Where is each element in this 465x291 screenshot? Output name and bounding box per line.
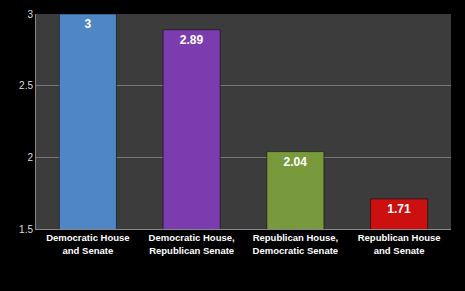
svg-text:Democratic House,Republican Se: Democratic House,Republican Senate xyxy=(149,232,235,255)
svg-text:3: 3 xyxy=(84,17,91,31)
svg-text:2.89: 2.89 xyxy=(180,33,204,47)
svg-text:1.5: 1.5 xyxy=(19,224,33,235)
svg-text:Republican Houseand Senate: Republican Houseand Senate xyxy=(358,232,441,255)
svg-text:Democratic Houseand Senate: Democratic Houseand Senate xyxy=(46,232,129,255)
svg-text:Republican House,Democratic Se: Republican House,Democratic Senate xyxy=(253,232,339,255)
svg-text:3: 3 xyxy=(27,9,33,20)
svg-text:2.04: 2.04 xyxy=(284,155,308,169)
svg-text:2.5: 2.5 xyxy=(19,80,33,91)
svg-text:2: 2 xyxy=(27,152,33,163)
svg-text:1.71: 1.71 xyxy=(387,202,411,216)
